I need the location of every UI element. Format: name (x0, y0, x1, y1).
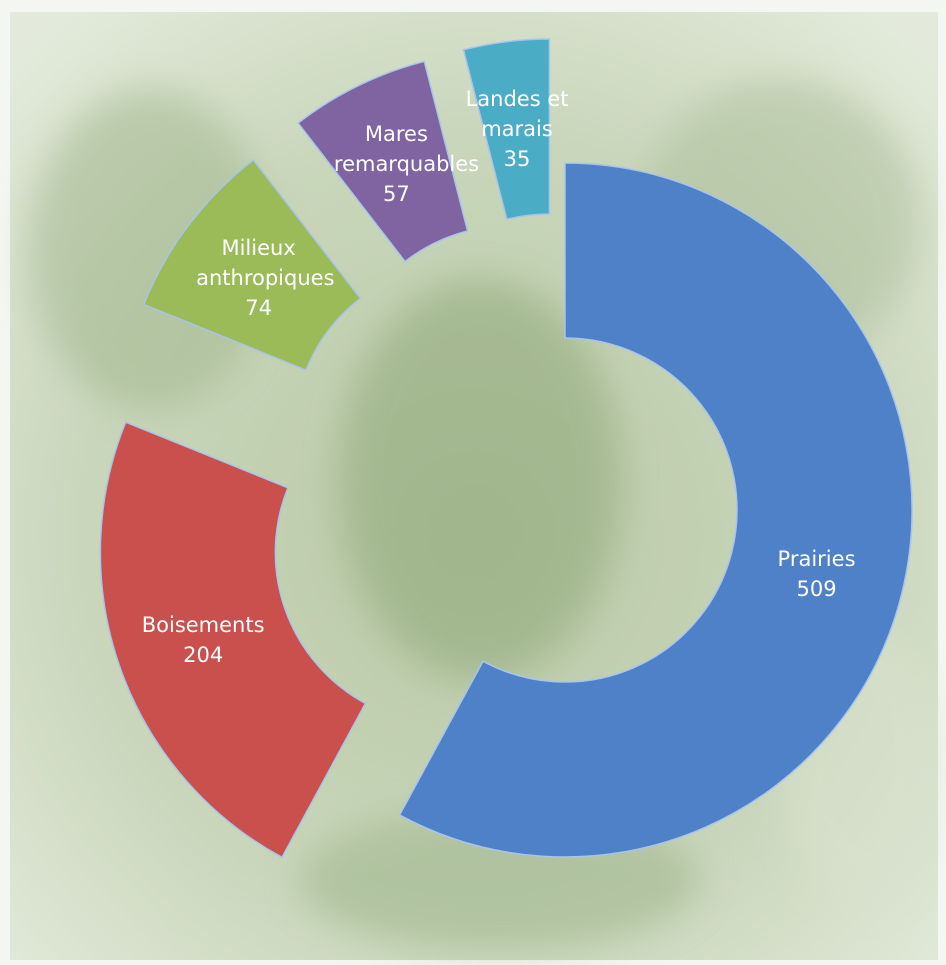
donut-segment (297, 60, 469, 263)
category-label: Prairies (777, 546, 856, 571)
value-label: 204 (183, 642, 224, 667)
segment-label: Boisements 204 (118, 610, 288, 670)
category-label: Boisements (141, 612, 265, 637)
segment-label: Milieux anthropiques 74 (196, 233, 335, 323)
donut-segment (142, 158, 362, 371)
value-label: 35 (503, 146, 531, 171)
value-label: 74 (245, 295, 272, 320)
segment-label: Prairies 509 (732, 544, 902, 604)
donut-segment (462, 38, 551, 221)
value-label: 57 (383, 182, 410, 207)
donut-segment (99, 421, 367, 859)
foliage (30, 80, 940, 950)
segment-label: Mares remarquables 57 (333, 119, 480, 209)
segment-label: Landes et marais 35 (455, 84, 580, 174)
category-label: Landes et marais (465, 86, 569, 141)
category-label: Mares remarquables (333, 122, 480, 177)
donut-segment (398, 162, 913, 858)
category-label: Milieux anthropiques (196, 235, 335, 290)
value-label: 509 (796, 576, 837, 601)
